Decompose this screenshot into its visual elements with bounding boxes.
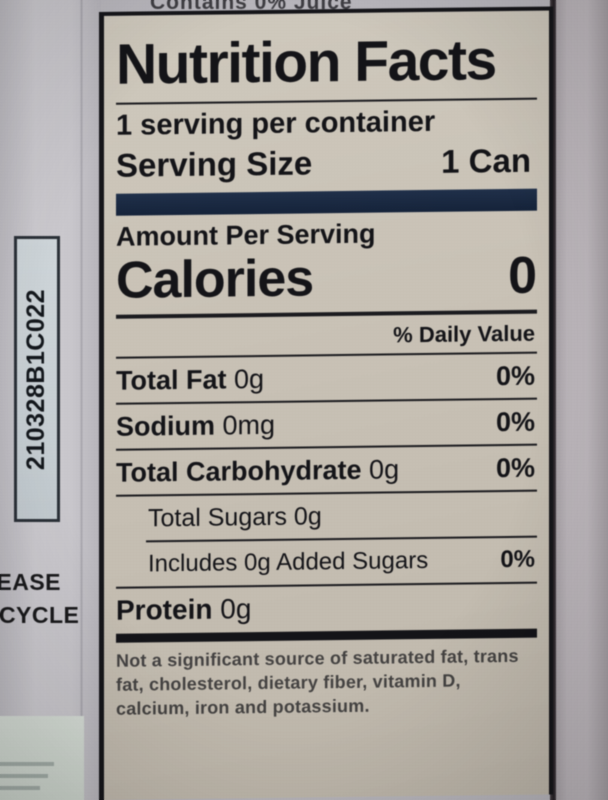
servings-per-container: 1 serving per container — [116, 105, 436, 142]
can-right-strip — [556, 0, 608, 800]
recycle-line-1: PLEASE — [0, 569, 62, 595]
nutrient-row-total-sugars: Total Sugars 0g — [116, 495, 537, 538]
serving-size-value: 1 Can — [441, 141, 531, 180]
nutrition-facts-label: Nutrition Facts 1 serving per container … — [99, 6, 553, 800]
nutrient-row-protein: Protein 0g — [116, 587, 537, 630]
can-seam-line — [80, 0, 83, 800]
nutrient-name-total-carbohydrate: Total Carbohydrate 0g — [116, 454, 400, 488]
nutrient-name-protein: Protein 0g — [116, 593, 252, 626]
nutrient-dv-total-fat: 0% — [495, 360, 535, 392]
nutrient-dv-added-sugars: 0% — [500, 545, 535, 574]
nutrient-dv-total-carbohydrate: 0% — [495, 452, 535, 484]
divider-under-calories — [116, 309, 537, 319]
nutrient-row-total-fat: Total Fat 0g 0% — [116, 357, 537, 400]
nutrient-name-total-sugars: Total Sugars 0g — [148, 502, 322, 533]
calories-row: Calories 0 — [116, 247, 537, 310]
recycle-line-2: RECYCLE — [0, 602, 80, 628]
serving-size-row: Serving Size 1 Can — [116, 140, 537, 187]
thick-divider-under-protein — [116, 628, 537, 643]
bottom-left-patch — [0, 716, 84, 800]
nutrient-name-sodium: Sodium 0mg — [116, 409, 276, 442]
nutrient-name-added-sugars: Includes 0g Added Sugars — [148, 546, 429, 578]
daily-value-header: % Daily Value — [393, 320, 535, 348]
nutrition-facts-title: Nutrition Facts — [116, 28, 496, 97]
lot-code-box: 210328B1C022 — [14, 236, 60, 522]
nutrient-dv-sodium: 0% — [495, 406, 535, 438]
please-recycle-text: PLEASE RECYCLE — [0, 566, 86, 632]
calories-value: 0 — [508, 246, 537, 306]
nutrient-row-sodium: Sodium 0mg 0% — [116, 403, 537, 446]
calories-label: Calories — [116, 249, 314, 310]
nutrient-name-total-fat: Total Fat 0g — [116, 363, 265, 396]
serving-size-label: Serving Size — [116, 144, 313, 184]
nutrient-row-total-carbohydrate: Total Carbohydrate 0g 0% — [116, 449, 537, 492]
thick-separator-bar — [116, 188, 537, 216]
lot-code-text: 210328B1C022 — [22, 288, 51, 470]
footnote-text: Not a significant source of saturated fa… — [116, 645, 519, 719]
nutrient-row-added-sugars: Includes 0g Added Sugars 0% — [116, 541, 537, 584]
